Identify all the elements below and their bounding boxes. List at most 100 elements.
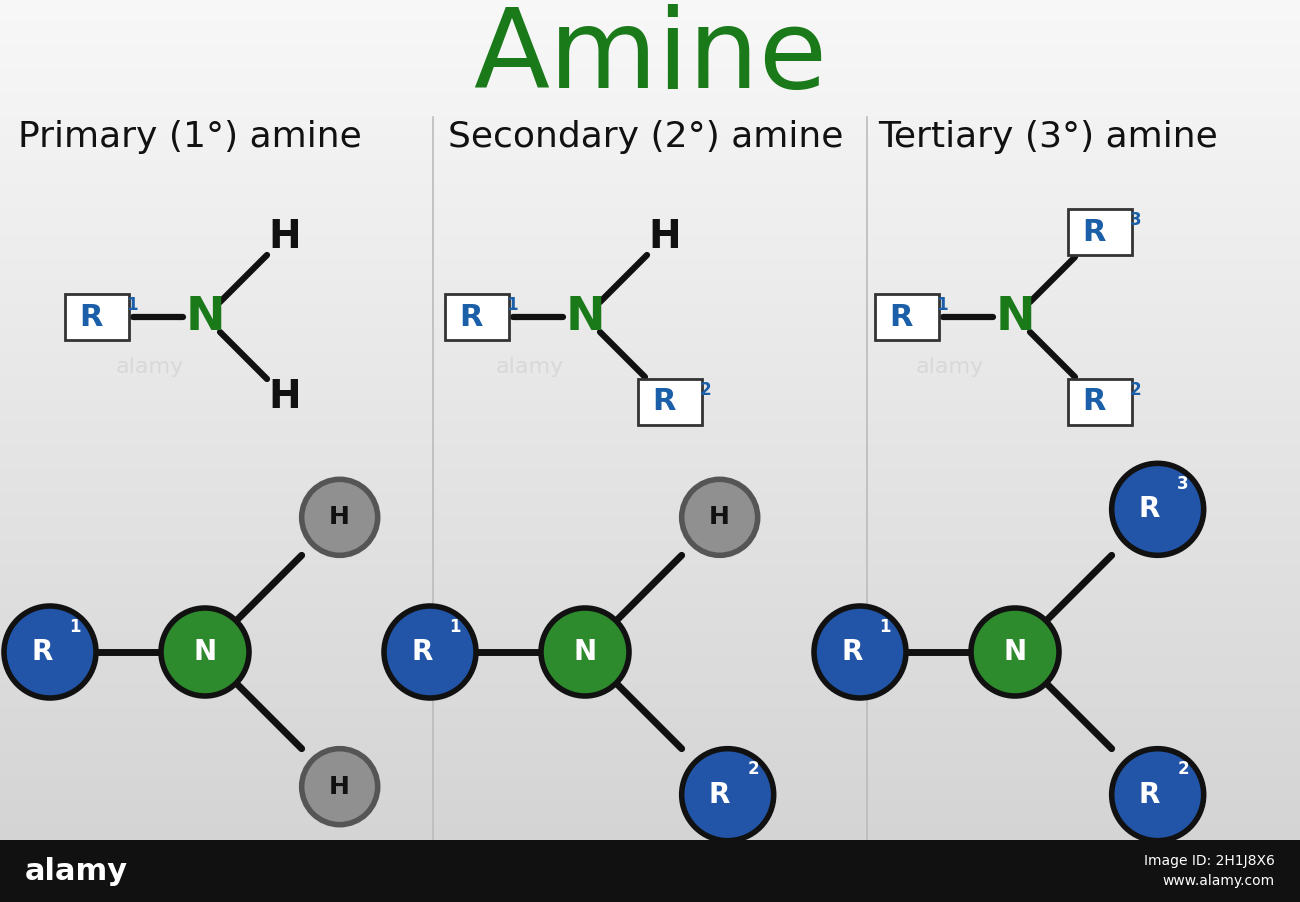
Bar bbox=[0, 361, 1300, 364]
Bar bbox=[0, 760, 1300, 764]
Bar bbox=[0, 854, 1300, 857]
Bar bbox=[0, 90, 1300, 93]
Bar bbox=[0, 192, 1300, 196]
Bar bbox=[0, 899, 1300, 902]
Bar bbox=[0, 559, 1300, 562]
Bar bbox=[0, 602, 1300, 604]
Bar bbox=[0, 45, 1300, 48]
Bar bbox=[0, 589, 1300, 593]
Bar bbox=[0, 69, 1300, 72]
Bar bbox=[0, 51, 1300, 54]
Bar bbox=[0, 457, 1300, 460]
Bar bbox=[0, 758, 1300, 760]
FancyBboxPatch shape bbox=[638, 379, 702, 425]
Bar bbox=[0, 376, 1300, 379]
Bar bbox=[0, 634, 1300, 638]
Bar bbox=[0, 403, 1300, 406]
Bar bbox=[0, 60, 1300, 63]
Bar bbox=[0, 183, 1300, 187]
Text: R: R bbox=[653, 388, 676, 417]
Circle shape bbox=[681, 749, 774, 841]
Bar bbox=[0, 385, 1300, 388]
Bar bbox=[0, 117, 1300, 120]
Bar bbox=[0, 262, 1300, 264]
Text: R: R bbox=[459, 302, 482, 332]
Bar bbox=[0, 235, 1300, 237]
Bar bbox=[0, 97, 1300, 99]
Bar bbox=[0, 833, 1300, 836]
Text: R: R bbox=[841, 638, 862, 666]
Bar bbox=[0, 48, 1300, 51]
Bar bbox=[0, 640, 1300, 643]
Bar bbox=[0, 147, 1300, 151]
Circle shape bbox=[384, 606, 476, 698]
Bar bbox=[0, 223, 1300, 226]
Bar bbox=[0, 890, 1300, 893]
Bar bbox=[0, 463, 1300, 466]
Bar bbox=[0, 142, 1300, 144]
Bar bbox=[0, 557, 1300, 559]
Bar bbox=[0, 692, 1300, 695]
Text: Amine: Amine bbox=[473, 4, 827, 111]
Bar bbox=[0, 30, 1300, 33]
Bar bbox=[0, 78, 1300, 81]
Bar bbox=[0, 616, 1300, 620]
Bar bbox=[0, 791, 1300, 794]
Bar bbox=[0, 63, 1300, 66]
Bar bbox=[0, 805, 1300, 809]
Bar bbox=[0, 508, 1300, 511]
Bar bbox=[0, 226, 1300, 228]
Bar bbox=[0, 881, 1300, 884]
Bar bbox=[0, 358, 1300, 361]
Text: N: N bbox=[566, 294, 604, 339]
Bar bbox=[0, 773, 1300, 776]
Circle shape bbox=[1112, 464, 1204, 556]
Bar bbox=[0, 406, 1300, 409]
Text: 3: 3 bbox=[1130, 211, 1141, 229]
Bar bbox=[0, 517, 1300, 520]
Bar bbox=[0, 568, 1300, 571]
Bar bbox=[0, 812, 1300, 815]
Bar bbox=[0, 280, 1300, 282]
Text: R: R bbox=[708, 780, 731, 809]
Bar bbox=[0, 108, 1300, 111]
Bar bbox=[0, 318, 1300, 322]
Bar bbox=[0, 174, 1300, 178]
Bar bbox=[0, 289, 1300, 291]
Bar bbox=[0, 33, 1300, 36]
Bar bbox=[0, 415, 1300, 418]
Bar bbox=[0, 493, 1300, 496]
FancyBboxPatch shape bbox=[1069, 379, 1132, 425]
Bar bbox=[0, 785, 1300, 787]
Bar bbox=[0, 268, 1300, 271]
Bar bbox=[0, 169, 1300, 171]
Bar bbox=[0, 475, 1300, 478]
Bar bbox=[0, 111, 1300, 115]
Circle shape bbox=[681, 479, 758, 556]
Bar bbox=[0, 604, 1300, 607]
Bar bbox=[0, 120, 1300, 124]
Bar bbox=[0, 367, 1300, 370]
Bar bbox=[0, 794, 1300, 796]
Bar bbox=[0, 538, 1300, 541]
Bar bbox=[0, 535, 1300, 538]
Text: N: N bbox=[573, 638, 597, 666]
Bar bbox=[0, 697, 1300, 701]
Text: 1: 1 bbox=[69, 618, 81, 636]
Text: 1: 1 bbox=[507, 296, 517, 314]
Bar bbox=[0, 840, 1300, 902]
Bar bbox=[0, 670, 1300, 674]
Bar bbox=[0, 661, 1300, 665]
Text: N: N bbox=[185, 294, 225, 339]
Bar bbox=[0, 896, 1300, 899]
Bar bbox=[0, 84, 1300, 87]
Bar bbox=[0, 679, 1300, 683]
Bar bbox=[0, 81, 1300, 84]
Bar bbox=[0, 373, 1300, 376]
Bar bbox=[0, 135, 1300, 138]
Bar bbox=[0, 598, 1300, 602]
Text: R: R bbox=[31, 638, 52, 666]
Bar bbox=[0, 722, 1300, 724]
Bar bbox=[0, 869, 1300, 872]
Text: N: N bbox=[1004, 638, 1027, 666]
